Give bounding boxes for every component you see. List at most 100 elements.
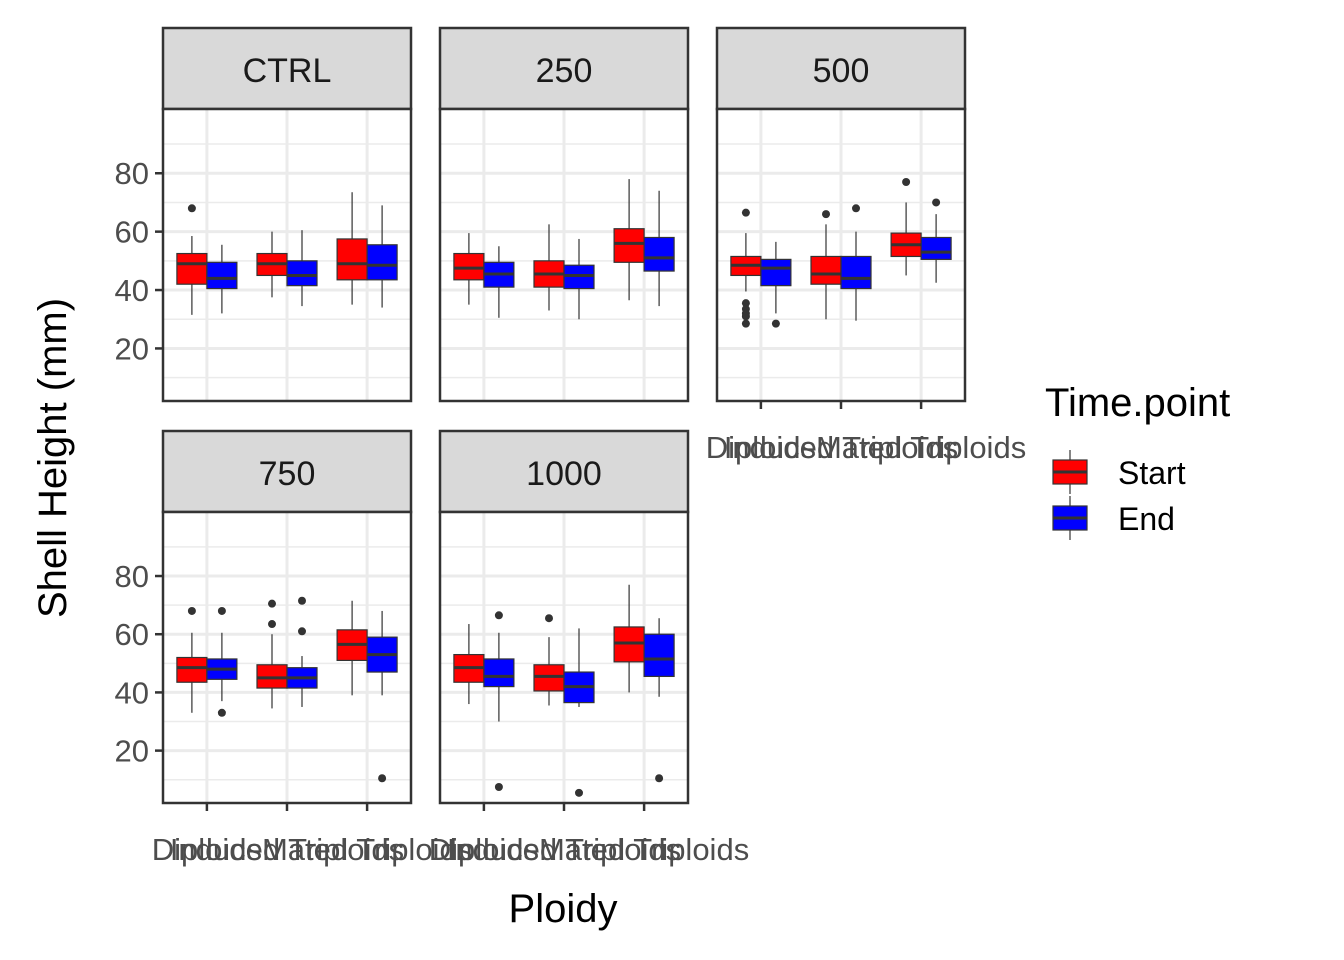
- outlier-point: [852, 204, 860, 213]
- outlier-point: [822, 210, 830, 219]
- outlier-point: [575, 788, 583, 797]
- outlier-point: [494, 611, 503, 620]
- box-start: [613, 179, 645, 301]
- legend: Time.point Start End: [1045, 381, 1230, 540]
- x-tick-label: Diploids: [429, 832, 539, 867]
- x-tick-label: Diploids: [152, 832, 262, 867]
- x-axis-title: Ploidy: [509, 887, 618, 931]
- box-iqr: [760, 258, 792, 287]
- box-start: [336, 192, 368, 305]
- panel-border: [438, 107, 690, 403]
- box-iqr: [286, 260, 318, 287]
- box-end: [760, 241, 792, 328]
- box-end: [286, 596, 318, 707]
- facet-strip-label: 1000: [526, 455, 602, 493]
- box-end: [483, 611, 515, 791]
- outlier-point: [932, 198, 941, 207]
- y-tick-label: 40: [115, 675, 149, 710]
- legend-item-end: End: [1052, 496, 1175, 540]
- box-start: [176, 204, 208, 315]
- outlier-point: [298, 596, 306, 605]
- box-start: [890, 178, 922, 276]
- box-start: [256, 599, 288, 709]
- outlier-point: [771, 319, 780, 328]
- box-iqr: [810, 255, 842, 285]
- box-iqr: [206, 261, 238, 290]
- box-iqr: [840, 255, 872, 290]
- legend-label: Start: [1118, 455, 1186, 491]
- outlier-point: [902, 178, 911, 186]
- box-start: [810, 210, 842, 320]
- facet-strip: [715, 26, 967, 111]
- legend-label: End: [1118, 501, 1175, 537]
- x-tick-label: Induced Triploids: [170, 832, 404, 867]
- panel-border: [161, 107, 413, 403]
- y-axis-title: Shell Height (mm): [31, 298, 75, 618]
- outlier-point: [187, 606, 196, 615]
- x-tick-label: Induced Triploids: [447, 832, 681, 867]
- outlier-point: [741, 319, 750, 328]
- y-tick-label: 20: [115, 734, 149, 769]
- box-iqr: [920, 236, 952, 260]
- box-iqr: [176, 252, 208, 285]
- facet-strip-label: 500: [813, 52, 870, 90]
- x-tick-label: Mated Triploids: [262, 832, 472, 867]
- outlier-point: [298, 627, 306, 636]
- box-iqr: [483, 658, 515, 688]
- facet-strip: [161, 26, 413, 111]
- x-tick-label: Diploids: [706, 430, 816, 465]
- facet-strip-label: 250: [536, 52, 593, 90]
- box-end: [286, 230, 318, 307]
- y-tick-label: 20: [115, 331, 149, 366]
- box-end: [366, 205, 398, 308]
- box-iqr: [643, 236, 675, 272]
- box-end: [206, 606, 238, 717]
- box-start: [453, 233, 485, 305]
- y-tick-label: 80: [115, 156, 149, 191]
- box-iqr: [176, 656, 208, 683]
- box-end: [366, 610, 398, 783]
- outlier-point: [217, 606, 226, 615]
- box-end: [563, 238, 595, 320]
- box-iqr: [336, 238, 368, 281]
- box-start: [533, 224, 565, 311]
- x-tick-label: Mated Triploids: [816, 430, 1026, 465]
- outlier-point: [378, 774, 387, 783]
- box-end: [563, 628, 595, 797]
- box-start: [613, 584, 645, 693]
- facet-strip-label: 750: [259, 455, 316, 493]
- outlier-point: [741, 312, 750, 321]
- y-tick-label: 60: [115, 215, 149, 250]
- outlier-point: [268, 620, 276, 629]
- box-iqr: [366, 244, 398, 281]
- box-end: [643, 190, 675, 307]
- outlier-point: [741, 299, 750, 308]
- outlier-point: [494, 782, 503, 791]
- y-tick-label: 60: [115, 617, 149, 652]
- box-start: [176, 606, 208, 713]
- outlier-point: [545, 614, 553, 623]
- facet-strip-label: CTRL: [243, 52, 332, 90]
- outlier-point: [187, 204, 196, 213]
- x-tick-label: Mated Triploids: [539, 832, 749, 867]
- box-iqr: [613, 228, 645, 263]
- box-start: [730, 208, 762, 328]
- y-tick-label: 40: [115, 273, 149, 308]
- x-tick-label: Induced Triploids: [724, 430, 958, 465]
- box-end: [920, 198, 952, 283]
- facet-strip: [161, 429, 413, 514]
- outlier-point: [268, 599, 276, 608]
- facet-strip: [438, 429, 690, 514]
- facet-strip: [438, 26, 690, 111]
- legend-item-start: Start: [1052, 450, 1186, 494]
- y-tick-label: 80: [115, 559, 149, 594]
- legend-title: Time.point: [1045, 381, 1230, 425]
- box-start: [533, 614, 565, 706]
- box-end: [206, 244, 238, 314]
- box-start: [453, 624, 485, 705]
